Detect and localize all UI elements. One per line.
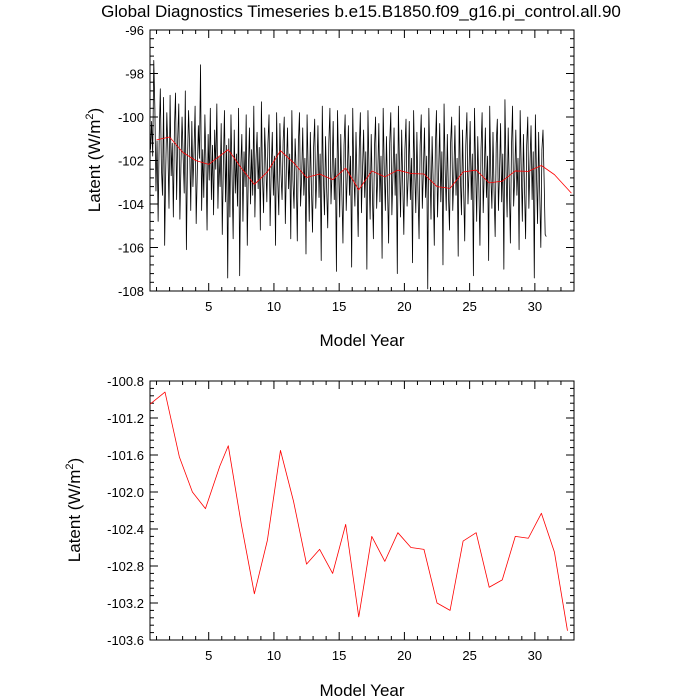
plot1-x-tick-label: 15 — [332, 648, 346, 663]
top-plot: 5 10 15 20 25 30 -96 -98 -100 -102 -104 -106 -108 Mod… — [84, 23, 575, 350]
plot1-x-tick-label: 20 — [397, 648, 411, 663]
plot0-y-tick-label: -98 — [125, 67, 144, 82]
plot0-x-tick-label: 10 — [267, 299, 281, 314]
plot0-y-tick-label: -102 — [118, 154, 144, 169]
plot1-x-tick-label: 30 — [528, 648, 542, 663]
plot1-x-axis-label: Model Year — [319, 681, 404, 700]
plot0-y-axis-label-main: Latent (W/m — [85, 120, 104, 213]
plot1-y-axis-label-close: ) — [65, 458, 84, 464]
plot1-x-tick-label: 25 — [462, 648, 476, 663]
plot1-y-tick-label: -102.4 — [107, 522, 144, 537]
plot1-y-tick-label: -103.6 — [107, 633, 144, 648]
plot1-y-tick-label: -102.8 — [107, 559, 144, 574]
plot1-x-tick-label: 10 — [267, 648, 281, 663]
plot1-x-tick-label: 5 — [205, 648, 212, 663]
plot1-y-tick-label: -100.8 — [107, 374, 144, 389]
plot1-y-tick-label: -103.2 — [107, 596, 144, 611]
plot0-y-tick-label: -108 — [118, 284, 144, 299]
plot1-y-axis-label-main: Latent (W/m — [65, 470, 84, 563]
plot0-series-annual-mean — [156, 136, 572, 194]
plot0-y-tick-label: -104 — [118, 197, 144, 212]
plot0-y-tick-label: -100 — [118, 110, 144, 125]
plot0-x-tick-label: 5 — [205, 299, 212, 314]
plot0-x-tick-label: 30 — [528, 299, 542, 314]
plot1-y-tick-label: -102.0 — [107, 485, 144, 500]
plot0-y-tick-label: -106 — [118, 241, 144, 256]
plot0-y-axis-label-sup: 2 — [84, 113, 96, 119]
plot0-series-monthly — [150, 60, 547, 290]
plot1-y-axis-label-sup: 2 — [64, 463, 76, 469]
plot0-y-tick-label: -96 — [125, 23, 144, 38]
plot0-y-axis-label: Latent (W/m2) — [84, 108, 104, 212]
plot1-series-annual-mean — [149, 391, 568, 631]
plot0-x-tick-label: 25 — [462, 299, 476, 314]
plot1-y-tick-label: -101.2 — [107, 411, 144, 426]
plot0-x-tick-label: 20 — [397, 299, 411, 314]
plot0-x-axis-label: Model Year — [319, 331, 404, 350]
plot0-y-axis-label-close: ) — [85, 108, 104, 114]
plot1-y-tick-label: -101.6 — [107, 448, 144, 463]
chart-title: Global Diagnostics Timeseries b.e15.B185… — [101, 2, 621, 21]
plot1-y-axis-label: Latent (W/m2) — [64, 458, 84, 562]
plot1-axes-frame — [149, 380, 575, 641]
plot0-x-tick-label: 15 — [332, 299, 346, 314]
bottom-plot: 5 10 15 20 25 30 -100.8 -101.2 -101.6 -102.0 -102.… — [64, 374, 575, 700]
